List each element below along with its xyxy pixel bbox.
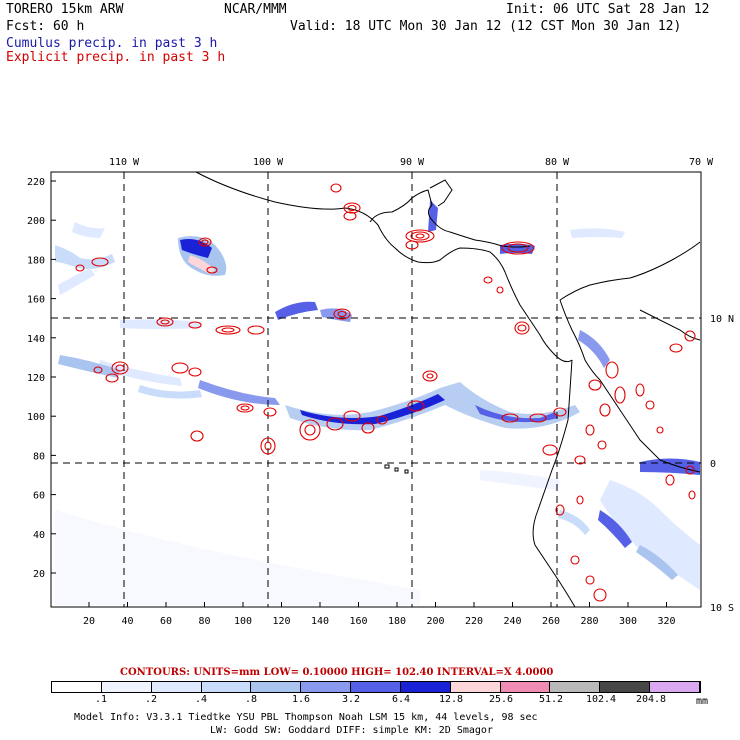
y-tick-label: 120 [27, 373, 45, 384]
y-tick-labels: 220 200 180 160 140 120 100 80 60 40 20 [27, 177, 45, 580]
lon-label: 70 W [689, 157, 714, 168]
colorbar-swatch [400, 682, 451, 692]
coastlines [195, 171, 701, 608]
lon-label: 90 W [400, 157, 425, 168]
forecast-hour: Fcst: 60 h [6, 19, 85, 34]
x-tick-label: 60 [160, 616, 172, 627]
colorbar-label: .1 [94, 694, 108, 705]
y-tick-label: 100 [27, 412, 45, 423]
cumulus-legend: Cumulus precip. in past 3 h [6, 36, 218, 51]
x-tick-labels: 20 40 60 80 100 120 140 160 180 200 220 240 260 280 30… [83, 616, 676, 627]
y-tick-label: 200 [27, 216, 45, 227]
lon-label: 110 W [109, 157, 140, 168]
x-tick-label: 40 [121, 616, 133, 627]
model-info: Model Info: V3.3.1 Tiedtke YSU PBL Thomp… [74, 712, 538, 723]
x-tick-label: 240 [503, 616, 521, 627]
valid-time: Valid: 18 UTC Mon 30 Jan 12 (12 CST Mon … [290, 19, 682, 34]
explicit-precip-contours [75, 183, 696, 602]
colorbar [51, 681, 701, 693]
y-tick-label: 20 [33, 569, 45, 580]
x-tick-label: 160 [349, 616, 367, 627]
x-tick-label: 200 [426, 616, 444, 627]
lat-label: 0 [710, 459, 716, 470]
x-tick-label: 120 [272, 616, 290, 627]
x-tick-label: 260 [542, 616, 560, 627]
x-tick-label: 100 [234, 616, 252, 627]
y-tick-label: 160 [27, 295, 45, 306]
cumulus-precip-areas [55, 200, 700, 605]
org-label: NCAR/MMM [224, 2, 287, 17]
y-tick-label: 220 [27, 177, 45, 188]
x-tick-label: 20 [83, 616, 95, 627]
contour-info: CONTOURS: UNITS=mm LOW= 0.10000 HIGH= 10… [120, 667, 554, 678]
colorbar-labels: .1 .2 .4 .8 1.6 3.2 6.4 12.8 25.6 51.2 102.4 204.8 [51, 694, 701, 706]
latlon-grid [51, 172, 701, 607]
colorbar-swatch [450, 682, 501, 692]
lat-label: 10 S [710, 603, 734, 614]
x-tick-label: 140 [311, 616, 329, 627]
colorbar-label: 3.2 [341, 694, 361, 705]
colorbar-label: 1.6 [291, 694, 311, 705]
colorbar-label: 25.6 [488, 694, 514, 705]
y-tick-label: 60 [33, 491, 45, 502]
colorbar-swatch [201, 682, 252, 692]
axis-ticks [51, 180, 667, 607]
colorbar-swatch [550, 682, 601, 692]
colorbar-label: 12.8 [438, 694, 464, 705]
colorbar-label: 204.8 [635, 694, 667, 705]
colorbar-swatch [101, 682, 152, 692]
lat-label: 10 N [710, 314, 734, 325]
colorbar-label: .4 [194, 694, 208, 705]
colorbar-swatch [650, 682, 700, 692]
colorbar-label: 6.4 [391, 694, 411, 705]
lon-label: 80 W [545, 157, 570, 168]
x-tick-label: 220 [465, 616, 483, 627]
x-tick-label: 300 [619, 616, 637, 627]
colorbar-swatch [351, 682, 401, 692]
lon-labels: 110 W 100 W 90 W 80 W 70 W [109, 157, 714, 168]
x-tick-label: 80 [198, 616, 210, 627]
colorbar-swatch [151, 682, 202, 692]
colorbar-swatch [301, 682, 352, 692]
model-physics: LW: Godd SW: Goddard DIFF: simple KM: 2D… [210, 725, 493, 736]
colorbar-label: .8 [244, 694, 258, 705]
y-tick-label: 140 [27, 334, 45, 345]
colorbar-swatch [251, 682, 302, 692]
x-tick-label: 320 [657, 616, 675, 627]
model-title: TORERO 15km ARW [6, 2, 124, 17]
colorbar-swatch [500, 682, 551, 692]
colorbar-unit: mm [696, 696, 709, 707]
precip-map: 110 W 100 W 90 W 80 W 70 W 10 N 0 10 S [27, 157, 734, 627]
lon-label: 100 W [253, 157, 284, 168]
lat-labels: 10 N 0 10 S [710, 314, 734, 614]
colorbar-label: .2 [144, 694, 158, 705]
colorbar-label: 102.4 [585, 694, 617, 705]
x-tick-label: 280 [580, 616, 598, 627]
y-tick-label: 40 [33, 530, 45, 541]
init-time: Init: 06 UTC Sat 28 Jan 12 [506, 2, 710, 17]
x-tick-label: 180 [388, 616, 406, 627]
colorbar-swatch [600, 682, 651, 692]
explicit-legend: Explicit precip. in past 3 h [6, 50, 226, 65]
colorbar-swatch [52, 682, 102, 692]
colorbar-label: 51.2 [538, 694, 564, 705]
y-tick-label: 180 [27, 255, 45, 266]
y-tick-label: 80 [33, 451, 45, 462]
